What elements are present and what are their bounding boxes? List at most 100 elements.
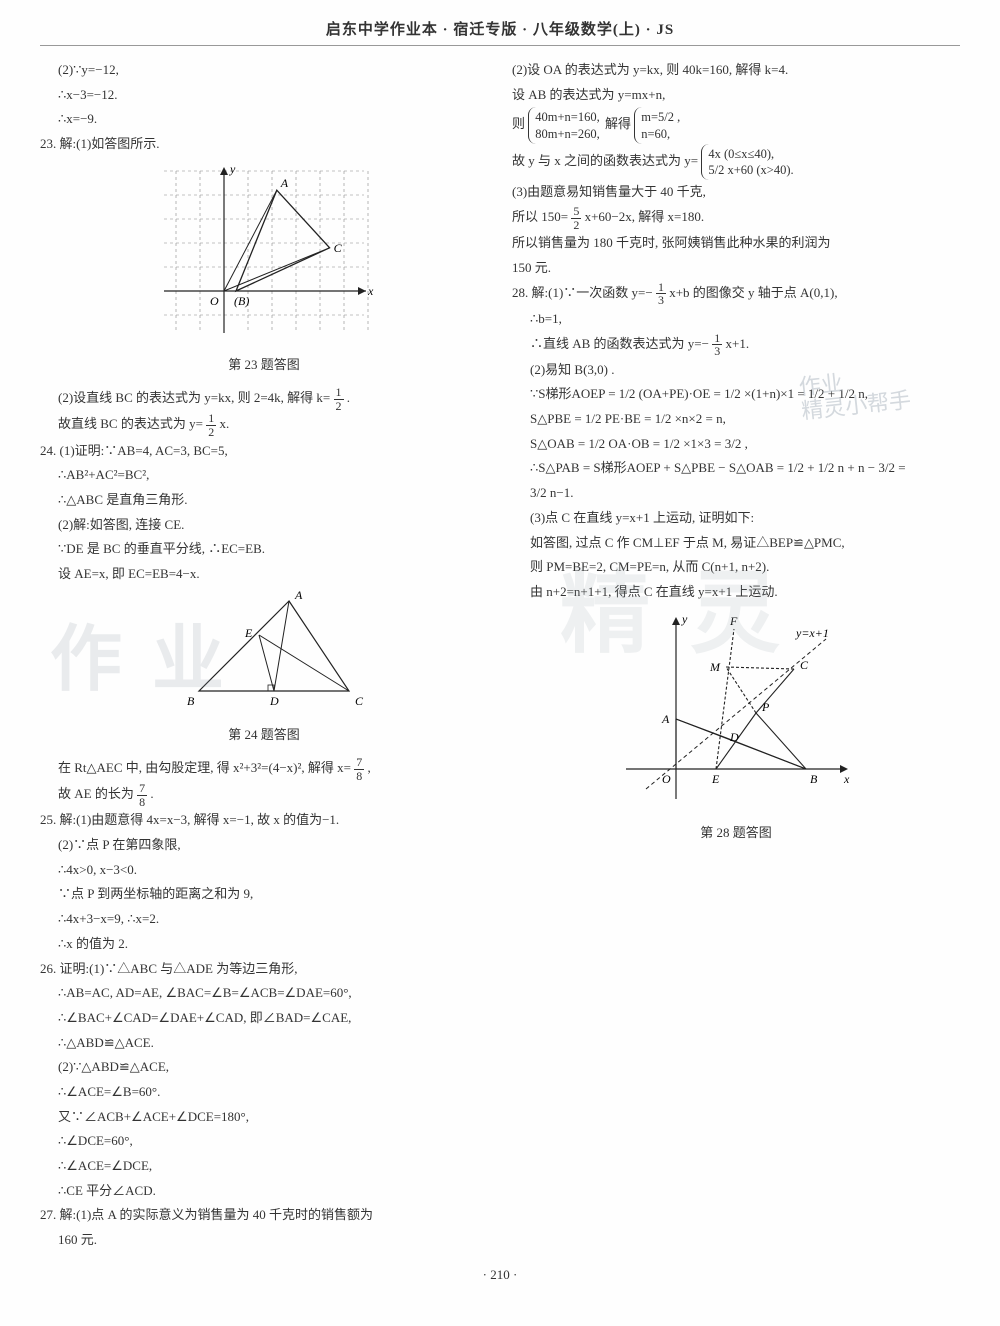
svg-text:y=x+1: y=x+1	[795, 626, 829, 640]
line: 则 PM=BE=2, CM=PE=n, 从而 C(n+1, n+2).	[512, 555, 960, 580]
text: .	[150, 786, 153, 801]
svg-text:A: A	[280, 176, 289, 190]
line: ∴AB²+AC²=BC²,	[40, 463, 488, 488]
text: 故直线 BC 的表达式为 y=	[58, 416, 203, 431]
fig23: A (B) C Ox y	[40, 161, 488, 350]
page-header: 启东中学作业本 · 宿迁专版 · 八年级数学(上) · JS	[40, 18, 960, 46]
text: .	[347, 390, 350, 405]
line: (3)点 C 在直线 y=x+1 上运动, 证明如下:	[512, 506, 960, 531]
line: 又∵∠ACB+∠ACE+∠DCE=180°,	[40, 1105, 488, 1130]
svg-text:A: A	[294, 591, 303, 602]
line: ∵DE 是 BC 的垂直平分线, ∴EC=EB.	[40, 537, 488, 562]
fraction: 12	[206, 412, 216, 438]
line: (2)解:如答图, 连接 CE.	[40, 513, 488, 538]
line: 26. 证明:(1)∵△ABC 与△ADE 为等边三角形,	[40, 957, 488, 982]
line: 27. 解:(1)点 A 的实际意义为销售量为 40 千克时的销售额为	[40, 1203, 488, 1228]
svg-text:O: O	[210, 294, 219, 308]
text: 28. 解:(1)∵一次函数 y=−	[512, 285, 653, 300]
line: (2)∵点 P 在第四象限,	[40, 833, 488, 858]
text: (2)设直线 BC 的表达式为 y=kx, 则 2=4k, 解得 k=	[58, 390, 330, 405]
fraction: 78	[137, 782, 147, 808]
line: S△PBE = 1/2 PE·BE = 1/2 ×n×2 = n,	[512, 407, 960, 432]
line: ∴x=−9.	[40, 107, 488, 132]
line: ∵S梯形AOEP = 1/2 (OA+PE)·OE = 1/2 ×(1+n)×1…	[512, 382, 960, 407]
line: 设 AE=x, 即 EC=EB=4−x.	[40, 562, 488, 587]
line: 3/2 n−1.	[512, 481, 960, 506]
svg-text:(B): (B)	[234, 294, 249, 308]
text: x+60−2x, 解得 x=180.	[585, 209, 705, 224]
line: 150 元.	[512, 256, 960, 281]
svg-text:P: P	[761, 700, 770, 714]
line: ∴∠DCE=60°,	[40, 1129, 488, 1154]
fraction: 12	[334, 386, 344, 412]
fraction: 52	[571, 205, 581, 231]
svg-text:y: y	[229, 162, 236, 176]
text: x.	[219, 416, 229, 431]
line: S△OAB = 1/2 OA·OB = 1/2 ×1×3 = 3/2 ,	[512, 432, 960, 457]
line: ∵点 P 到两坐标轴的距离之和为 9,	[40, 882, 488, 907]
piecewise: 4x (0≤x≤40),5/2 x+60 (x>40).	[701, 144, 795, 181]
text: x+1.	[725, 336, 749, 351]
line: ∴AB=AC, AD=AE, ∠BAC=∠B=∠ACB=∠DAE=60°,	[40, 981, 488, 1006]
text: 所以 150=	[512, 209, 568, 224]
line: ∴△ABD≌△ACE.	[40, 1031, 488, 1056]
line: 故直线 BC 的表达式为 y= 12 x.	[40, 412, 488, 438]
svg-text:B: B	[187, 694, 195, 708]
line: (3)由题意易知销售量大于 40 千克,	[512, 180, 960, 205]
line: 25. 解:(1)由题意得 4x=x−3, 解得 x=−1, 故 x 的值为−1…	[40, 808, 488, 833]
text: x+b 的图像交 y 轴于点 A(0,1),	[669, 285, 837, 300]
line: ∴∠ACE=∠DCE,	[40, 1154, 488, 1179]
line: ∴∠ACE=∠B=60°.	[40, 1080, 488, 1105]
line: 由 n+2=n+1+1, 得点 C 在直线 y=x+1 上运动.	[512, 580, 960, 605]
line: (2)∵△ABD≌△ACE,	[40, 1055, 488, 1080]
fraction: 13	[712, 332, 722, 358]
svg-text:C: C	[800, 658, 809, 672]
svg-text:O: O	[662, 772, 671, 786]
fig28-caption: 第 28 题答图	[512, 821, 960, 846]
equation-system: 40m+n=160,80m+n=260,	[528, 107, 601, 144]
svg-text:C: C	[334, 241, 343, 255]
line: 设 AB 的表达式为 y=mx+n,	[512, 83, 960, 108]
line: 在 Rt△AEC 中, 由勾股定理, 得 x²+3²=(4−x)², 解得 x=…	[40, 756, 488, 782]
line: 23. 解:(1)如答图所示.	[40, 132, 488, 157]
svg-text:C: C	[355, 694, 364, 708]
svg-text:D: D	[729, 730, 739, 744]
svg-text:x: x	[843, 772, 850, 786]
right-column: (2)设 OA 的表达式为 y=kx, 则 40k=160, 解得 k=4. 设…	[512, 58, 960, 1253]
line: ∴4x>0, x−3<0.	[40, 858, 488, 883]
svg-text:A: A	[661, 712, 670, 726]
text: 故 y 与 x 之间的函数表达式为 y=	[512, 153, 698, 168]
text: 解得	[605, 117, 631, 132]
line: ∴CE 平分∠ACD.	[40, 1179, 488, 1204]
text: ∴直线 AB 的函数表达式为 y=−	[530, 336, 709, 351]
line: ∴b=1,	[512, 307, 960, 332]
svg-text:E: E	[711, 772, 720, 786]
line: (2)设 OA 的表达式为 y=kx, 则 40k=160, 解得 k=4.	[512, 58, 960, 83]
line: ∴直线 AB 的函数表达式为 y=− 13 x+1.	[512, 332, 960, 358]
svg-text:x: x	[367, 284, 374, 298]
fig23-caption: 第 23 题答图	[40, 353, 488, 378]
columns: (2)∵y=−12, ∴x−3=−12. ∴x=−9. 23. 解:(1)如答图…	[40, 58, 960, 1253]
line: (2)易知 B(3,0) .	[512, 358, 960, 383]
fig24-caption: 第 24 题答图	[40, 723, 488, 748]
fraction: 78	[354, 756, 364, 782]
text: 在 Rt△AEC 中, 由勾股定理, 得 x²+3²=(4−x)², 解得 x=	[58, 760, 351, 775]
svg-text:D: D	[269, 694, 279, 708]
equation-system: m=5/2 ,n=60,	[634, 107, 682, 144]
text: 故 AE 的长为	[58, 786, 134, 801]
svg-text:M: M	[709, 660, 721, 674]
line: 28. 解:(1)∵一次函数 y=− 13 x+b 的图像交 y 轴于点 A(0…	[512, 281, 960, 307]
svg-text:E: E	[244, 626, 253, 640]
line: 所以销售量为 180 千克时, 张阿姨销售此种水果的利润为	[512, 231, 960, 256]
fig28: y=x+1ABEDPMCFOxy	[512, 609, 960, 818]
line: (2)设直线 BC 的表达式为 y=kx, 则 2=4k, 解得 k= 12 .	[40, 386, 488, 412]
line: 所以 150= 52 x+60−2x, 解得 x=180.	[512, 205, 960, 231]
line: ∴∠BAC+∠CAD=∠DAE+∠CAD, 即∠BAD=∠CAE,	[40, 1006, 488, 1031]
line: 24. (1)证明:∵AB=4, AC=3, BC=5,	[40, 439, 488, 464]
line: 故 y 与 x 之间的函数表达式为 y= 4x (0≤x≤40),5/2 x+6…	[512, 144, 960, 181]
svg-text:F: F	[729, 614, 738, 628]
line: ∴S△PAB = S梯形AOEP + S△PBE − S△OAB = 1/2 +…	[512, 456, 960, 481]
line: ∴△ABC 是直角三角形.	[40, 488, 488, 513]
line: ∴4x+3−x=9, ∴x=2.	[40, 907, 488, 932]
line: 如答图, 过点 C 作 CM⊥EF 于点 M, 易证△BEP≌△PMC,	[512, 531, 960, 556]
